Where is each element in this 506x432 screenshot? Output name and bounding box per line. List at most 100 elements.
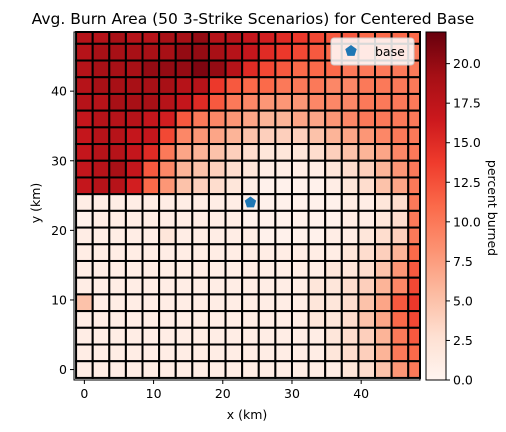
heatmap-cell: [108, 59, 127, 79]
heatmap-cell: [257, 343, 277, 363]
heatmap-cell: [374, 343, 393, 363]
heatmap-cell: [407, 76, 421, 95]
heatmap-cell: [374, 109, 393, 129]
heatmap-cell: [224, 31, 244, 45]
heatmap-cell: [324, 109, 343, 129]
heatmap-cell: [75, 326, 94, 346]
heatmap-cell: [141, 243, 161, 262]
heatmap-cell: [374, 126, 393, 146]
heatmap-cell: [207, 259, 227, 279]
heatmap-cell: [274, 326, 293, 346]
heatmap-cell: [374, 226, 393, 246]
heatmap-cell: [124, 360, 144, 379]
heatmap-cell: [241, 360, 260, 379]
heatmap-cell: [124, 109, 144, 129]
heatmap-cell: [324, 226, 343, 246]
heatmap-cell: [407, 360, 421, 379]
heatmap-cell: [191, 59, 210, 79]
heatmap-cell: [75, 310, 94, 329]
heatmap-cell: [307, 226, 327, 246]
heatmap-cell: [257, 243, 277, 262]
colorbar-tick-label: 5.0: [453, 293, 473, 308]
heatmap-cell: [224, 360, 244, 379]
heatmap-cell: [307, 209, 327, 229]
heatmap-cell: [141, 310, 161, 329]
heatmap-cell: [274, 193, 293, 212]
colorbar-tick-label: 10.0: [453, 214, 481, 229]
heatmap-cell: [290, 326, 310, 346]
heatmap-cell: [75, 76, 94, 95]
colorbar: 0.0 2.5 5.0 7.5 10.0 12.5 15.0 17.5 20.0: [425, 31, 481, 388]
heatmap-cell: [191, 143, 210, 162]
heatmap-cell: [257, 42, 277, 62]
heatmap-cell: [357, 276, 377, 296]
heatmap-cell: [390, 109, 410, 129]
heatmap-cell: [75, 109, 94, 129]
heatmap-cell: [91, 76, 111, 95]
heatmap-cell: [124, 143, 144, 162]
plot-frame: [73, 31, 421, 381]
heatmap-cell: [274, 276, 293, 296]
heatmap-cell: [407, 92, 421, 112]
heatmap-cell: [207, 126, 227, 146]
heatmap-cell: [224, 42, 244, 62]
heatmap-cell: [158, 276, 177, 296]
heatmap-cell: [224, 126, 244, 146]
heatmap-cell: [207, 209, 227, 229]
heatmap-cell: [91, 226, 111, 246]
heatmap-cell: [257, 159, 277, 179]
heatmap-cell: [324, 193, 343, 212]
heatmap-cell: [290, 159, 310, 179]
heatmap-cell: [91, 209, 111, 229]
heatmap-cell: [158, 226, 177, 246]
heatmap-cell: [191, 31, 210, 45]
heatmap-cell: [158, 209, 177, 229]
heatmap-cell: [91, 343, 111, 363]
heatmap-cell: [274, 243, 293, 262]
heatmap-cell: [224, 343, 244, 363]
y-tick-label: 40: [51, 84, 67, 99]
heatmap-cell: [257, 209, 277, 229]
heatmap-cell: [307, 276, 327, 296]
heatmap-cell: [124, 92, 144, 112]
heatmap-cell: [158, 143, 177, 162]
heatmap-cell: [390, 310, 410, 329]
heatmap-cell: [207, 343, 227, 363]
heatmap-cell: [307, 59, 327, 79]
heatmap-cell: [124, 276, 144, 296]
heatmap-cell: [108, 293, 127, 313]
heatmap-cell: [124, 243, 144, 262]
heatmap-cell: [257, 326, 277, 346]
heatmap-cell: [307, 159, 327, 179]
heatmap-cell: [224, 159, 244, 179]
heatmap-cell: [224, 310, 244, 329]
heatmap-cell: [390, 193, 410, 212]
heatmap-cell: [324, 293, 343, 313]
heatmap-cell: [191, 159, 210, 179]
heatmap-cell: [124, 259, 144, 279]
heatmap-cell: [274, 143, 293, 162]
heatmap-cell: [274, 159, 293, 179]
heatmap-cell: [75, 143, 94, 162]
heatmap-cell: [108, 176, 127, 196]
heatmap-cell: [108, 326, 127, 346]
heatmap-cell: [290, 209, 310, 229]
heatmap-cell: [124, 126, 144, 146]
heatmap-cell: [141, 126, 161, 146]
heatmap-cell: [141, 76, 161, 95]
heatmap-cell: [124, 159, 144, 179]
heatmap-cell: [108, 343, 127, 363]
heatmap-cell: [191, 293, 210, 313]
heatmap-cell: [340, 92, 360, 112]
heatmap-cell: [224, 259, 244, 279]
heatmap-cell: [191, 326, 210, 346]
heatmap-cell: [374, 143, 393, 162]
heatmap-cell: [158, 31, 177, 45]
heatmap-cell: [407, 343, 421, 363]
heatmap-cell: [290, 42, 310, 62]
heatmap-cell: [141, 326, 161, 346]
heatmap-cell: [158, 193, 177, 212]
heatmap-cell: [207, 59, 227, 79]
heatmap-cell: [191, 176, 210, 196]
heatmap-cell: [191, 109, 210, 129]
